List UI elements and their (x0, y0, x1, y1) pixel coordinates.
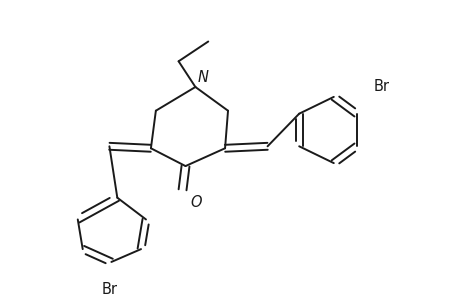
Text: N: N (197, 70, 208, 85)
Text: O: O (190, 195, 202, 210)
Text: Br: Br (101, 282, 117, 297)
Text: Br: Br (373, 80, 388, 94)
